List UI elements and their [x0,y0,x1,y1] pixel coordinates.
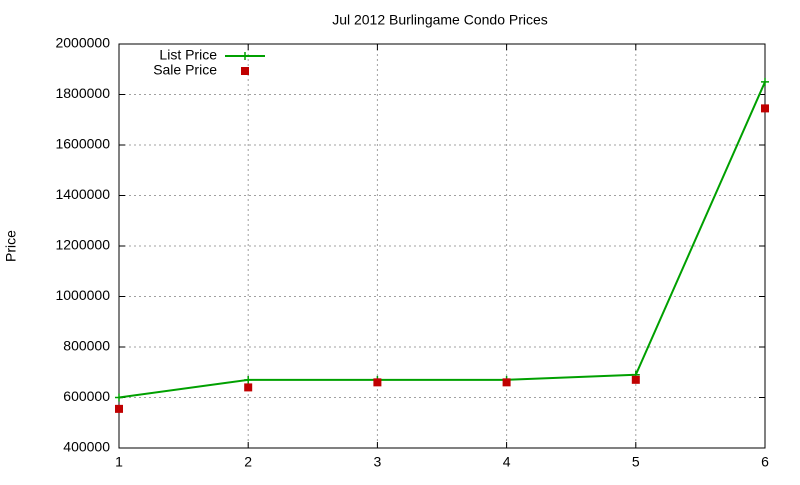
data-point [244,375,253,384]
y-tick-label: 800000 [63,338,110,354]
y-tick-label: 1400000 [55,186,110,202]
x-tick-label: 1 [115,454,123,470]
data-point [373,378,382,387]
y-tick-label: 1200000 [55,237,110,253]
y-tick-label: 1800000 [55,85,110,101]
data-point [631,375,640,384]
x-tick-label: 3 [374,454,382,470]
plot-border [118,43,766,449]
legend-marker [241,67,249,75]
legend-label: Sale Price [153,62,217,78]
y-tick-label: 2000000 [55,35,110,51]
x-tick-label: 6 [761,454,769,470]
y-tick-label: 1000000 [55,287,110,303]
legend-label: List Price [159,47,217,63]
data-point [502,378,511,387]
data-point [244,383,253,392]
y-axis-label: Price [3,230,19,262]
y-tick-label: 400000 [63,439,110,455]
chart-title: Jul 2012 Burlingame Condo Prices [332,12,548,28]
data-point [115,393,123,402]
x-tick-label: 4 [503,454,511,470]
legend-marker [241,52,249,60]
data-point [761,104,769,113]
series-line [118,81,766,399]
y-tick-label: 600000 [63,388,110,404]
y-tick-label: 1600000 [55,136,110,152]
x-tick-label: 2 [244,454,252,470]
data-point [115,404,123,413]
x-tick-label: 5 [632,454,640,470]
data-point [761,77,769,86]
